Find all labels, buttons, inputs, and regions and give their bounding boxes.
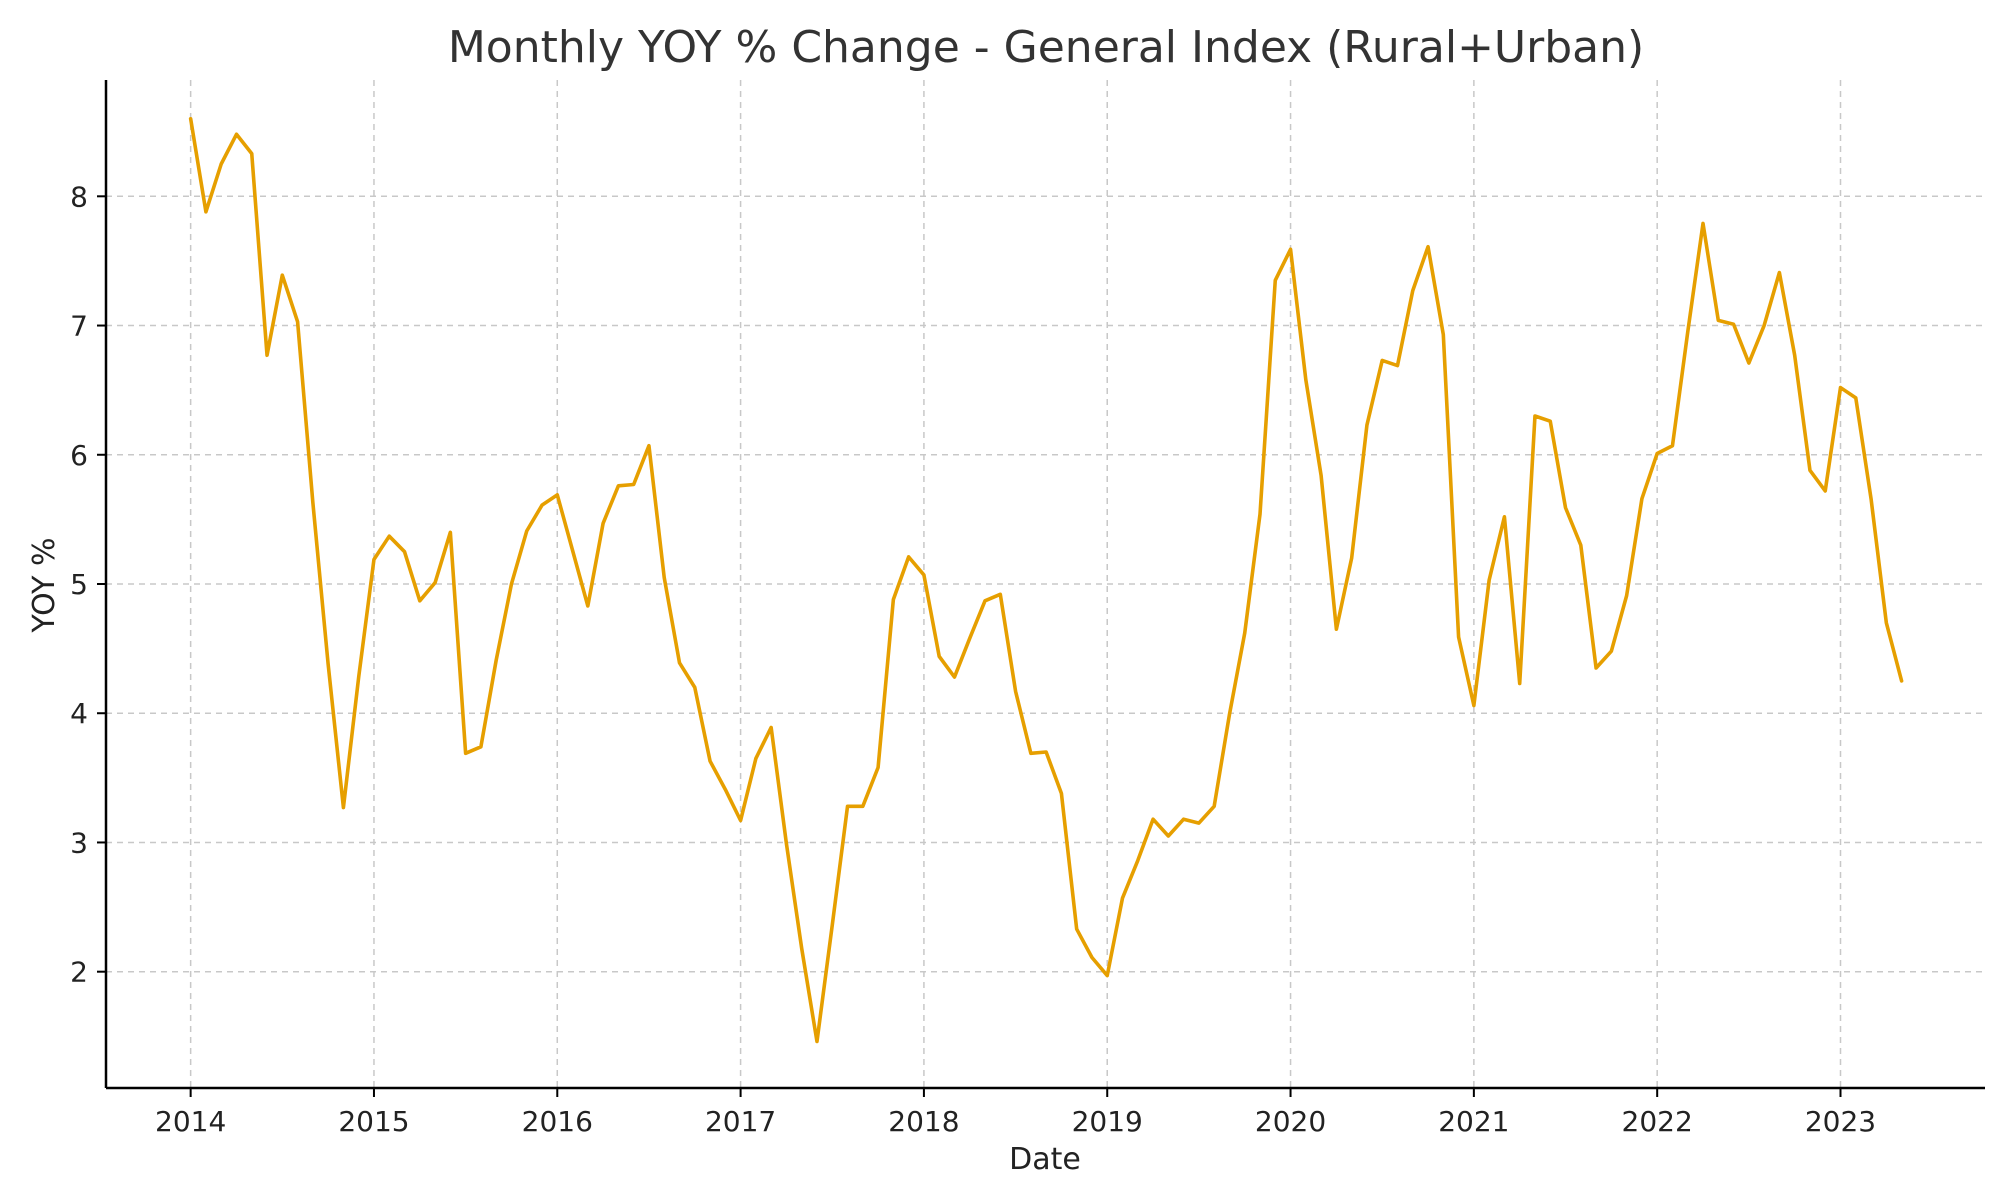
x-tick-label: 2021	[1438, 1105, 1509, 1138]
y-tick-label: 5	[70, 568, 88, 601]
x-tick-label: 2017	[705, 1105, 776, 1138]
y-tick-label: 3	[70, 826, 88, 859]
chart-title: Monthly YOY % Change - General Index (Ru…	[448, 22, 1644, 73]
x-tick-label: 2016	[522, 1105, 593, 1138]
x-tick-label: 2022	[1622, 1105, 1693, 1138]
y-tick-label: 6	[70, 439, 88, 472]
grid-lines	[106, 80, 1985, 1088]
x-tick-label: 2019	[1072, 1105, 1143, 1138]
y-tick-label: 4	[70, 697, 88, 730]
y-tick-label: 8	[70, 180, 88, 213]
x-tick-label: 2014	[155, 1105, 226, 1138]
y-tick-label: 2	[70, 956, 88, 989]
y-tick-label: 7	[70, 310, 88, 343]
series-line-0	[188, 116, 1904, 1044]
x-axis-label: Date	[1009, 1142, 1081, 1177]
y-axis-label: YOY %	[27, 537, 62, 633]
tick-labels: 2014 2015 2016 2017 2018 2019 2020 2021 2022 2023…	[70, 180, 1876, 1138]
x-tick-label: 2020	[1255, 1105, 1326, 1138]
x-tick-label: 2015	[338, 1105, 409, 1138]
series-layer	[188, 116, 1904, 1044]
x-tick-label: 2018	[888, 1105, 959, 1138]
x-tick-label: 2023	[1805, 1105, 1876, 1138]
